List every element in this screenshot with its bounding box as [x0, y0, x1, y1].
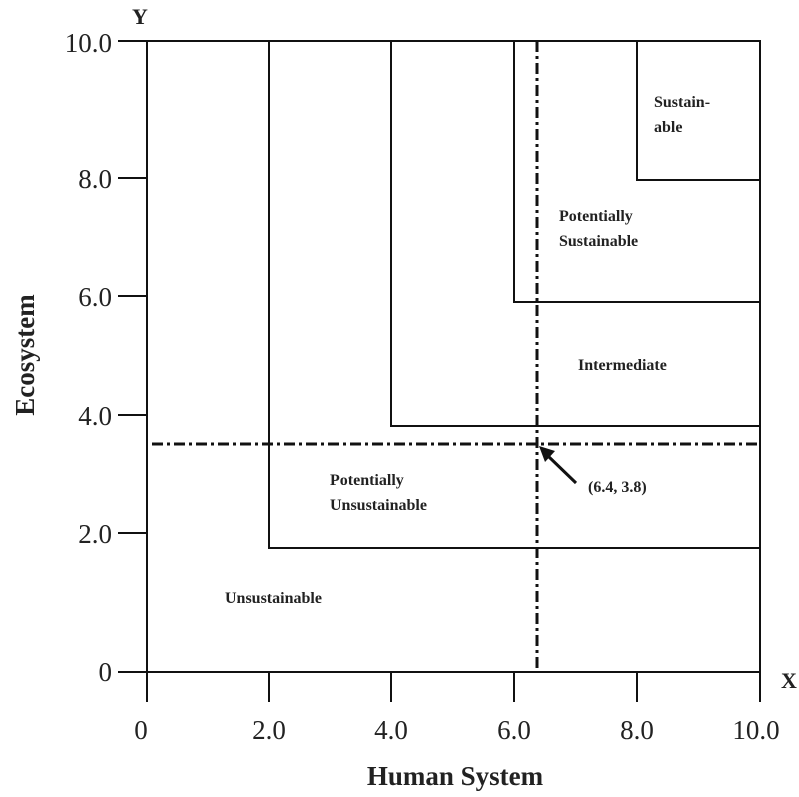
y-tick-label: 2.0	[78, 519, 112, 549]
zone-unsustainable-boundary	[146, 40, 761, 673]
zone-sustainable-boundary	[636, 41, 760, 181]
arrow-head-icon	[539, 446, 555, 462]
y-tick-label: 10.0	[65, 28, 112, 58]
x-axis-tick-labels: 0 2.0 4.0 6.0 8.0 10.0	[134, 715, 779, 745]
x-tick-label: 4.0	[374, 715, 408, 745]
point-label: (6.4, 3.8)	[588, 479, 647, 496]
zone-potentially-sustainable-boundary	[513, 41, 760, 303]
zone-label-line: Unsustainable	[225, 590, 322, 607]
x-axis-title: Human System	[367, 761, 544, 791]
x-axis-ticks	[146, 672, 761, 702]
zone-label-line: Intermediate	[578, 357, 667, 374]
y-axis-ticks	[118, 40, 147, 673]
y-tick-label: 8.0	[78, 164, 112, 194]
zone-label-line: Unsustainable	[330, 497, 427, 514]
y-axis-letter: Y	[132, 4, 148, 29]
zone-label-line: Sustain-	[654, 94, 710, 111]
x-tick-label: 0	[134, 715, 148, 745]
y-axis-title: Ecosystem	[10, 294, 40, 416]
point-callout: (6.4, 3.8)	[539, 446, 647, 496]
zone-label-line: Sustainable	[559, 233, 638, 250]
x-axis-letter: X	[781, 668, 797, 693]
y-tick-label: 0	[99, 657, 113, 687]
x-tick-label: 10.0	[732, 715, 779, 745]
zone-label-potentially-unsustainable: Potentially Unsustainable	[330, 472, 427, 514]
zone-label-line: able	[654, 119, 682, 136]
zone-label-line: Potentially	[559, 208, 633, 225]
y-axis-tick-labels: 0 2.0 4.0 6.0 8.0 10.0	[65, 28, 112, 687]
y-tick-label: 6.0	[78, 282, 112, 312]
arrow-line	[546, 454, 578, 485]
x-tick-label: 6.0	[497, 715, 531, 745]
zone-intermediate-boundary	[390, 41, 760, 427]
zone-label-intermediate: Intermediate	[578, 357, 667, 374]
zone-potentially-unsustainable-boundary	[268, 41, 760, 549]
zone-label-line: Potentially	[330, 472, 404, 489]
x-tick-label: 2.0	[252, 715, 286, 745]
zone-label-sustainable: Sustain- able	[654, 94, 714, 136]
x-tick-label: 8.0	[620, 715, 654, 745]
zone-label-unsustainable: Unsustainable	[225, 590, 322, 607]
y-tick-label: 4.0	[78, 401, 112, 431]
zone-label-potentially-sustainable: Potentially Sustainable	[559, 208, 638, 250]
